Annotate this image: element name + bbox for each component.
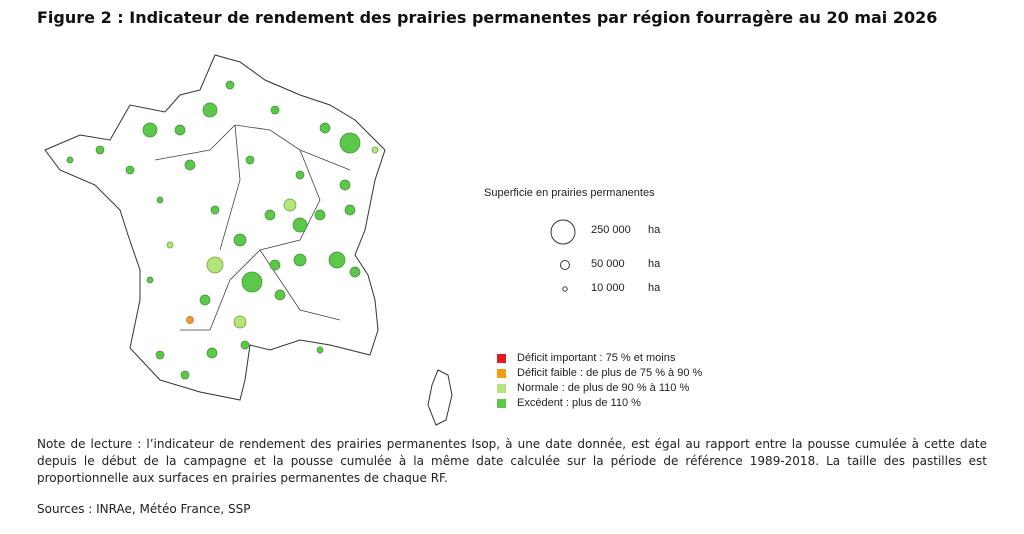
bubble [264, 209, 276, 221]
bubble [206, 347, 218, 359]
bubble [186, 316, 194, 324]
bubble [316, 346, 324, 354]
bubble [155, 350, 165, 360]
bubble [174, 124, 186, 136]
corsica-outline [427, 369, 453, 426]
bubble [166, 241, 174, 249]
size-label: 50 000 [591, 258, 625, 270]
size-legend-title: Superficie en prairies permanentes [484, 187, 655, 199]
class-swatch [497, 369, 506, 378]
class-label: Normale : de plus de 90 % à 110 % [517, 382, 690, 394]
bubble [269, 259, 281, 271]
bubble [371, 146, 379, 154]
bubble [125, 165, 135, 175]
size-symbol [550, 219, 576, 245]
bubble [95, 145, 105, 155]
size-unit: ha [648, 282, 661, 294]
bubble [344, 204, 356, 216]
map [44, 54, 453, 426]
bubble [146, 276, 154, 284]
class-swatch [497, 384, 506, 393]
bubble [241, 271, 263, 293]
reading-note: Note de lecture : l’indicateur de rendem… [37, 437, 987, 485]
bubble [319, 122, 331, 134]
title: Figure 2 : Indicateur de rendement des p… [37, 8, 938, 27]
bubble [225, 80, 235, 90]
bubble [156, 196, 164, 204]
bubble [292, 217, 308, 233]
size-label: 10 000 [591, 282, 625, 294]
bubble [240, 340, 250, 350]
bubble [274, 289, 286, 301]
bubble [66, 156, 74, 164]
bubble [245, 155, 255, 165]
bubble [349, 266, 361, 278]
bubbles [66, 80, 379, 380]
bubble [314, 209, 326, 221]
bubble [199, 294, 211, 306]
bubble [180, 370, 190, 380]
bubble [339, 179, 351, 191]
bubble [142, 122, 158, 138]
size-legend-symbols [550, 219, 576, 292]
size-unit: ha [648, 224, 661, 236]
class-label: Excédent : plus de 110 % [517, 397, 641, 409]
class-swatch [497, 354, 506, 363]
bubble [283, 198, 297, 212]
size-unit: ha [648, 258, 661, 270]
bubble [206, 256, 224, 274]
bubble [295, 170, 305, 180]
size-symbol [562, 286, 568, 292]
size-symbol [560, 260, 570, 270]
region-borders [154, 124, 351, 331]
class-label: Déficit faible : de plus de 75 % à 90 % [517, 367, 703, 379]
france-outline [44, 54, 386, 401]
bubble [328, 251, 346, 269]
bubble [233, 315, 247, 329]
bubble [339, 132, 361, 154]
size-label: 250 000 [591, 224, 631, 236]
bubble [233, 233, 247, 247]
bubble [293, 253, 307, 267]
bubble [270, 105, 280, 115]
class-swatch [497, 399, 506, 408]
bubble [202, 102, 218, 118]
sources: Sources : INRAe, Météo France, SSP [37, 502, 251, 516]
bubble [210, 205, 220, 215]
class-label: Déficit important : 75 % et moins [517, 352, 676, 364]
bubble [184, 159, 196, 171]
